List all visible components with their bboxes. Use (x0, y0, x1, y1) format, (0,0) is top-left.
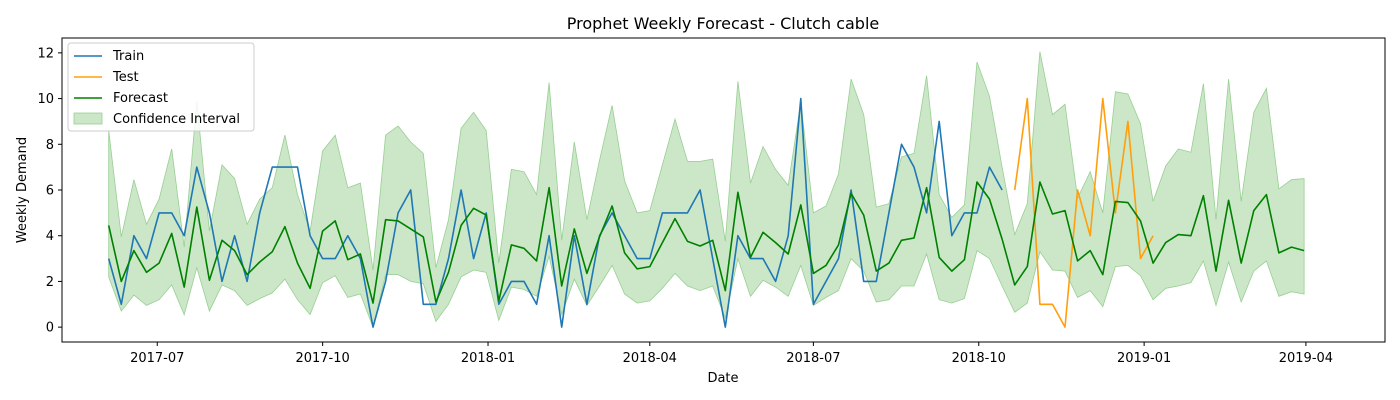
x-tick-label: 2018-04 (623, 351, 677, 366)
legend-box (67, 42, 255, 132)
y-tick-label: 4 (46, 229, 54, 244)
legend-label-train: Train (112, 49, 144, 64)
chart-title: Prophet Weekly Forecast - Clutch cable (567, 14, 879, 33)
x-tick-label: 2019-01 (1117, 351, 1171, 366)
x-axis-title: Date (707, 371, 738, 386)
confidence-interval-band (108, 51, 1305, 329)
y-tick-label: 10 (37, 92, 54, 107)
y-tick-label: 6 (46, 184, 54, 199)
legend-label-forecast: Forecast (113, 91, 168, 106)
legend-label-confidence: Confidence Interval (113, 112, 240, 127)
x-tick-label: 2018-10 (952, 351, 1006, 366)
legend-label-test: Test (112, 70, 139, 85)
y-tick-label: 8 (46, 138, 54, 153)
y-tick-label: 12 (37, 46, 54, 61)
plot-area (107, 51, 1305, 329)
test-series-line (1013, 97, 1154, 328)
x-tick-label: 2018-01 (461, 351, 515, 366)
x-tick-label: 2017-07 (130, 351, 184, 366)
x-axis: 2017-07 2017-10 2018-01 2018-04 2018-07 2018-… (130, 342, 1333, 366)
x-tick-label: 2017-10 (295, 351, 349, 366)
x-tick-label: 2018-07 (786, 351, 840, 366)
y-tick-label: 2 (46, 275, 54, 290)
train-series-line (107, 97, 1003, 328)
legend: Train Test Forecast Confidence Interval (67, 42, 255, 132)
y-tick-label: 0 (46, 321, 54, 336)
legend-swatch-confidence (73, 112, 103, 125)
y-axis: 0 2 4 6 8 10 12 (37, 46, 62, 336)
y-axis-title: Weekly Demand (15, 137, 30, 243)
x-tick-label: 2019-04 (1279, 351, 1333, 366)
forecast-series-line (107, 181, 1305, 304)
